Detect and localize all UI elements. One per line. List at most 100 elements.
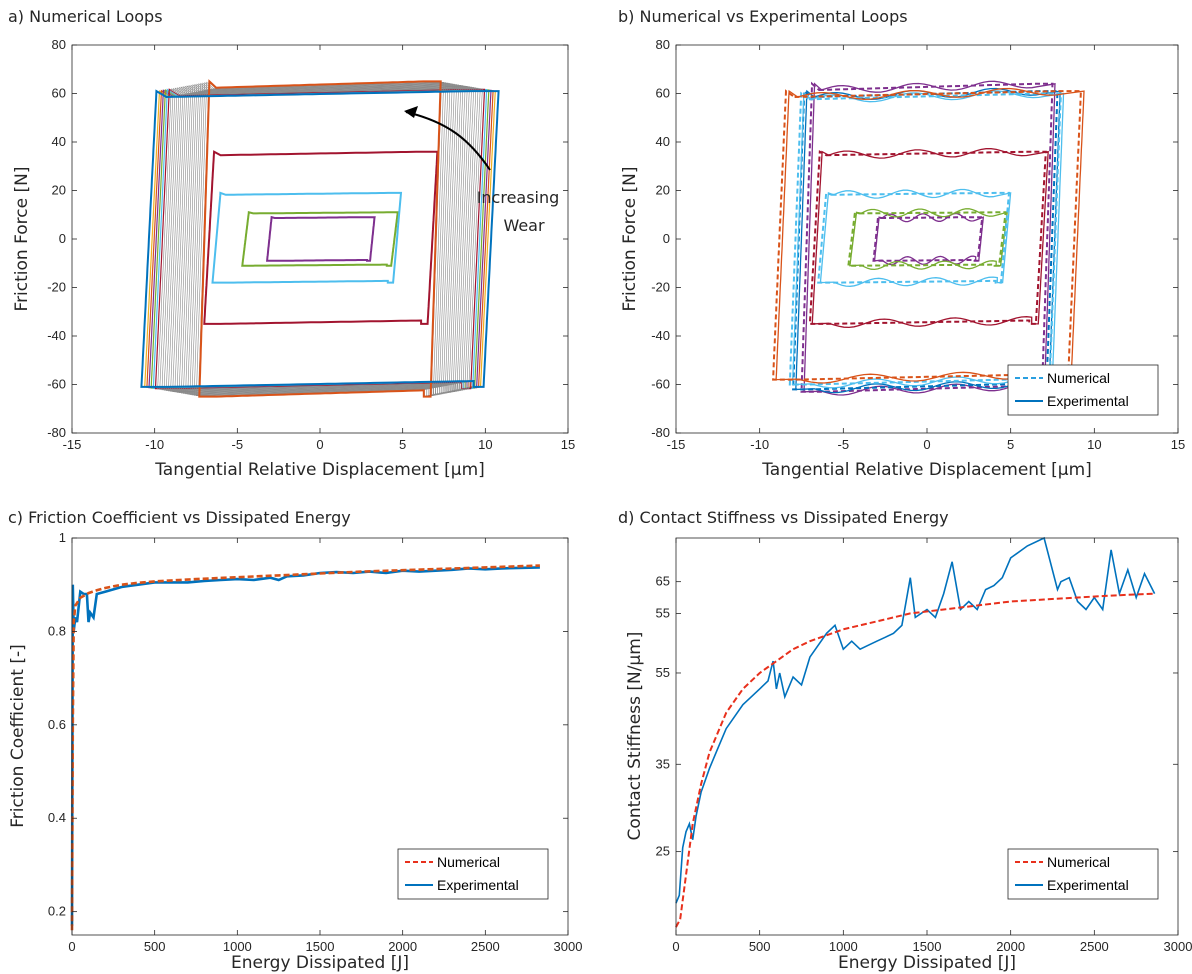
x-tick-label: 10	[478, 437, 492, 452]
loop-fan-line	[191, 82, 449, 396]
x-tick-label: -5	[838, 437, 850, 452]
panel-c-axes-frame	[71, 537, 569, 936]
experimental-loop	[795, 87, 1061, 394]
panel-c-xlabel: Energy Dissipated [J]	[231, 953, 409, 973]
panel-a-title: a) Numerical Loops	[8, 7, 163, 26]
y-tick-label: 0.6	[48, 717, 66, 732]
x-tick-label: 500	[749, 939, 771, 954]
panel-a: a) Numerical Loops -15 -10 -5 0 5 10 15 -80 -60 -…	[8, 7, 575, 480]
y-tick-label: 0.4	[48, 810, 66, 825]
x-tick-label: 15	[561, 437, 575, 452]
loop-fan-line	[193, 82, 447, 396]
x-tick-label: -15	[63, 437, 82, 452]
panel-b-xlabel: Tangential Relative Displacement [μm]	[761, 460, 1092, 480]
y-tick-label: -80	[651, 425, 670, 440]
x-tick-label: 10	[1087, 437, 1101, 452]
y-tick-label: -60	[47, 377, 66, 392]
y-tick-label: 25	[656, 844, 670, 859]
numerical-line	[675, 592, 1155, 928]
loop-fan-line	[174, 85, 466, 393]
y-tick-label: 40	[656, 134, 670, 149]
loop-fan-line	[183, 83, 457, 394]
loop-fan-line	[176, 85, 464, 393]
annotation-increasing: Increasing	[477, 188, 560, 207]
legend-experimental-label: Experimental	[1047, 393, 1129, 409]
legend-numerical-label: Numerical	[1047, 370, 1110, 386]
loop-line	[198, 79, 442, 398]
y-tick-label: 0.8	[48, 623, 66, 638]
y-tick-label: 20	[52, 183, 66, 198]
loop-fan-line	[157, 88, 483, 390]
x-tick-label: 1500	[913, 939, 942, 954]
x-tick-label: 3000	[1164, 939, 1192, 954]
panel-a-ylabel: Friction Force [N]	[12, 167, 32, 312]
loop-fan-line	[163, 87, 477, 391]
x-tick-label: 2500	[471, 939, 500, 954]
panel-b-plot-area	[772, 80, 1085, 396]
loop-fan-line	[185, 83, 455, 395]
y-tick-label: 55	[656, 665, 670, 680]
experimental-line	[675, 536, 1156, 904]
numerical-loop	[808, 150, 1047, 325]
numerical-loop	[847, 211, 1007, 267]
y-tick-label: -40	[651, 328, 670, 343]
numerical-loop	[800, 81, 1054, 393]
loop-fan-line	[161, 87, 479, 391]
panel-c-legend: Numerical Experimental	[397, 848, 549, 900]
panel-b-legend: Numerical Experimental	[1007, 364, 1159, 416]
x-tick-label: 0	[316, 437, 323, 452]
panel-d-legend-box	[1007, 848, 1159, 900]
panel-d-ylabel: Contact Stiffness [N/μm]	[625, 632, 645, 841]
loop-fan-line	[172, 85, 468, 392]
panel-a-ticks: -15 -10 -5 0 5 10 15 -80 -60 -40 -20 0 20 40 60 80	[47, 37, 575, 452]
panel-b-legend-box	[1007, 364, 1159, 416]
x-tick-label: 15	[1171, 437, 1185, 452]
x-tick-label: 5	[1007, 437, 1014, 452]
experimental-loop	[849, 208, 1008, 271]
x-tick-label: 1500	[306, 939, 335, 954]
experimental-line	[70, 566, 540, 926]
y-tick-label: -80	[47, 425, 66, 440]
y-tick-label: 65	[656, 574, 670, 589]
numerical-loop	[788, 91, 1062, 386]
x-tick-label: 0	[672, 939, 679, 954]
x-tick-label: -15	[667, 437, 686, 452]
x-tick-label: -10	[145, 437, 164, 452]
y-tick-label: 0	[59, 231, 66, 246]
annotation-wear: Wear	[503, 216, 545, 235]
x-tick-label: -5	[232, 437, 244, 452]
loop-fan-line	[180, 84, 460, 394]
loop-fan-line	[187, 83, 453, 395]
panel-a-axes-frame	[71, 44, 569, 434]
y-tick-label: 60	[656, 86, 670, 101]
y-tick-label: 55	[656, 605, 670, 620]
loop-line	[140, 89, 500, 388]
panel-c: c) Friction Coefficient vs Dissipated En…	[8, 508, 582, 973]
y-tick-label: 60	[52, 86, 66, 101]
numerical-loop	[817, 191, 1011, 284]
panel-d: d) Contact Stiffness vs Dissipated Energ…	[618, 508, 1192, 973]
panel-b-ylabel: Friction Force [N]	[620, 167, 640, 312]
legend-numerical-label: Numerical	[437, 854, 500, 870]
x-tick-label: 3000	[554, 939, 583, 954]
loop-fan-line	[154, 88, 486, 390]
panel-d-xlabel: Energy Dissipated [J]	[838, 953, 1016, 973]
y-tick-label: -20	[47, 280, 66, 295]
numerical-loop	[872, 215, 984, 262]
x-tick-label: 1000	[829, 939, 858, 954]
arrow-head-icon	[404, 106, 418, 118]
loop-fan-line	[159, 87, 481, 390]
panel-c-ylabel: Friction Coefficient [-]	[8, 644, 28, 828]
numerical-loop	[772, 89, 1082, 381]
x-tick-label: 5	[399, 437, 406, 452]
x-tick-label: 500	[144, 939, 166, 954]
experimental-loop	[803, 80, 1056, 396]
y-tick-label: -20	[651, 280, 670, 295]
panel-b-axes-frame	[675, 44, 1179, 434]
loop-fan-line	[168, 86, 472, 392]
x-tick-label: 0	[68, 939, 75, 954]
experimental-loop	[811, 148, 1049, 329]
experimental-loop	[819, 188, 1012, 287]
x-tick-label: 2000	[996, 939, 1025, 954]
loop-line	[203, 150, 439, 325]
